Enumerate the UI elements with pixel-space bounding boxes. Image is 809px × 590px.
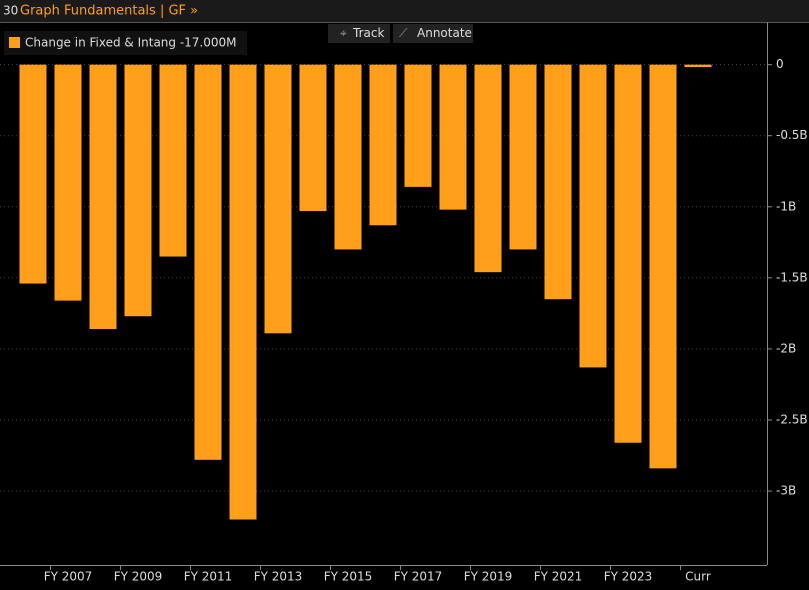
x-tick-label: FY 2023: [604, 570, 653, 584]
bar: [54, 64, 82, 301]
bar: [334, 64, 362, 250]
bar: [614, 64, 642, 443]
y-tick-label: -2B: [776, 341, 796, 355]
x-tick-label: FY 2021: [534, 570, 583, 584]
x-tick-label: FY 2013: [254, 570, 303, 584]
bar: [439, 64, 467, 210]
x-tick-label: FY 2017: [394, 570, 443, 584]
bar: [684, 64, 712, 68]
y-tick-label: -3B: [776, 484, 796, 498]
bar: [124, 64, 152, 317]
x-tick-label: FY 2015: [324, 570, 373, 584]
track-label[interactable]: Track: [352, 26, 384, 40]
header-bar: [0, 0, 809, 22]
legend-label: Change in Fixed & Intang -17.000M: [25, 36, 237, 50]
bar: [264, 64, 292, 334]
bar: [579, 64, 607, 368]
x-tick-label: FY 2007: [44, 570, 93, 584]
y-tick-label: -0.5B: [776, 128, 808, 142]
bar: [159, 64, 187, 257]
legend-swatch: [9, 37, 20, 48]
bar: [509, 64, 537, 250]
annotate-label[interactable]: Annotate: [417, 26, 472, 40]
annotate-icon: ⟋: [399, 26, 408, 40]
header-badge: 30: [3, 4, 18, 18]
bar: [404, 64, 432, 187]
bar: [544, 64, 572, 300]
x-tick-label: FY 2009: [114, 570, 163, 584]
legend-box: [4, 31, 247, 55]
bar: [369, 64, 397, 226]
y-tick-label: -1.5B: [776, 270, 808, 284]
header-title[interactable]: Graph Fundamentals | GF »: [20, 4, 198, 19]
y-tick-label: -2.5B: [776, 413, 808, 427]
bar: [194, 64, 222, 460]
track-icon: ⌖: [340, 26, 347, 40]
bar: [299, 64, 327, 212]
y-tick-label: 0: [776, 57, 784, 71]
bar: [229, 64, 257, 520]
x-tick-label: FY 2019: [464, 570, 513, 584]
bar: [474, 64, 502, 273]
annotate-button[interactable]: [393, 24, 473, 43]
y-tick-label: -1B: [776, 199, 796, 213]
bar: [649, 64, 677, 469]
x-tick-label: FY 2011: [184, 570, 233, 584]
bar: [19, 64, 47, 284]
x-tick-label: Curr: [685, 570, 711, 584]
track-button[interactable]: [328, 24, 390, 43]
bar: [89, 64, 117, 330]
